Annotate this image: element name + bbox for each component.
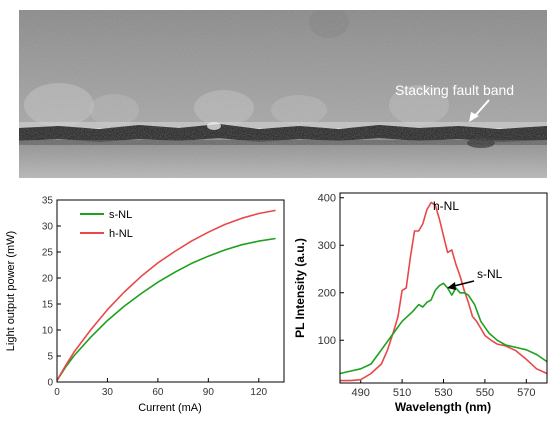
y-tick-label: 200 (318, 287, 336, 299)
x-tick-label: 570 (517, 387, 535, 399)
legend-label-h-nl: h-NL (109, 228, 133, 240)
x-tick-label: 530 (434, 387, 452, 399)
x-axis-label: Current (mA) (138, 402, 202, 414)
annotation-arrow (473, 99, 490, 118)
y-tick-label: 100 (318, 335, 336, 347)
x-tick-label: 550 (476, 387, 494, 399)
x-tick-label: 490 (352, 387, 370, 399)
series-line-0 (340, 201, 548, 382)
y-tick-label: 300 (318, 240, 336, 252)
y-tick-label: 5 (47, 352, 53, 363)
y-tick-label: 35 (42, 196, 54, 207)
y-tick-label: 30 (42, 222, 54, 233)
y-axis-label: PL Intensity (a.u.) (293, 238, 307, 338)
annotation-arrowhead (469, 112, 479, 122)
y-tick-label: 25 (42, 248, 54, 259)
series-line-s-nl (56, 237, 276, 381)
micrograph-annotation: Stacking fault band (395, 82, 514, 98)
x-tick-label: 120 (250, 387, 267, 398)
x-axis-label: Wavelength (nm) (395, 400, 491, 414)
x-tick-label: 60 (152, 387, 164, 398)
annotation-arrowhead (447, 282, 456, 290)
y-tick-label: 0 (47, 378, 53, 389)
x-tick-label: 0 (54, 387, 60, 398)
y-tick-label: 20 (42, 274, 54, 285)
x-tick-label: 30 (102, 387, 114, 398)
tem-micrograph: Stacking fault band (19, 10, 547, 178)
annotation-h-nl: h-NL (433, 199, 459, 213)
plot-frame (339, 192, 548, 384)
y-tick-label: 10 (42, 326, 54, 337)
annotation-arrow (453, 280, 475, 287)
y-tick-label: 400 (318, 192, 336, 204)
light-output-chart: 0 30 60 90 120 0 5 10 15 20 25 30 35 s-NL h-NL Curre… (5, 196, 285, 414)
pl-intensity-chart: 490 510 530 550 570 100 200 300 400 h-NL s-NL Wa… (293, 192, 548, 414)
y-axis-label: Light output power (mW) (5, 231, 17, 351)
series-line-1 (339, 282, 548, 375)
x-tick-label: 90 (203, 387, 215, 398)
annotation-s-nl: s-NL (477, 267, 503, 281)
y-tick-label: 15 (42, 300, 54, 311)
plot-frame (56, 199, 285, 383)
legend-label-s-nl: s-NL (109, 209, 132, 221)
x-tick-label: 510 (393, 387, 411, 399)
legend: s-NL h-NL (80, 209, 133, 240)
series-line-h-nl (56, 209, 276, 381)
